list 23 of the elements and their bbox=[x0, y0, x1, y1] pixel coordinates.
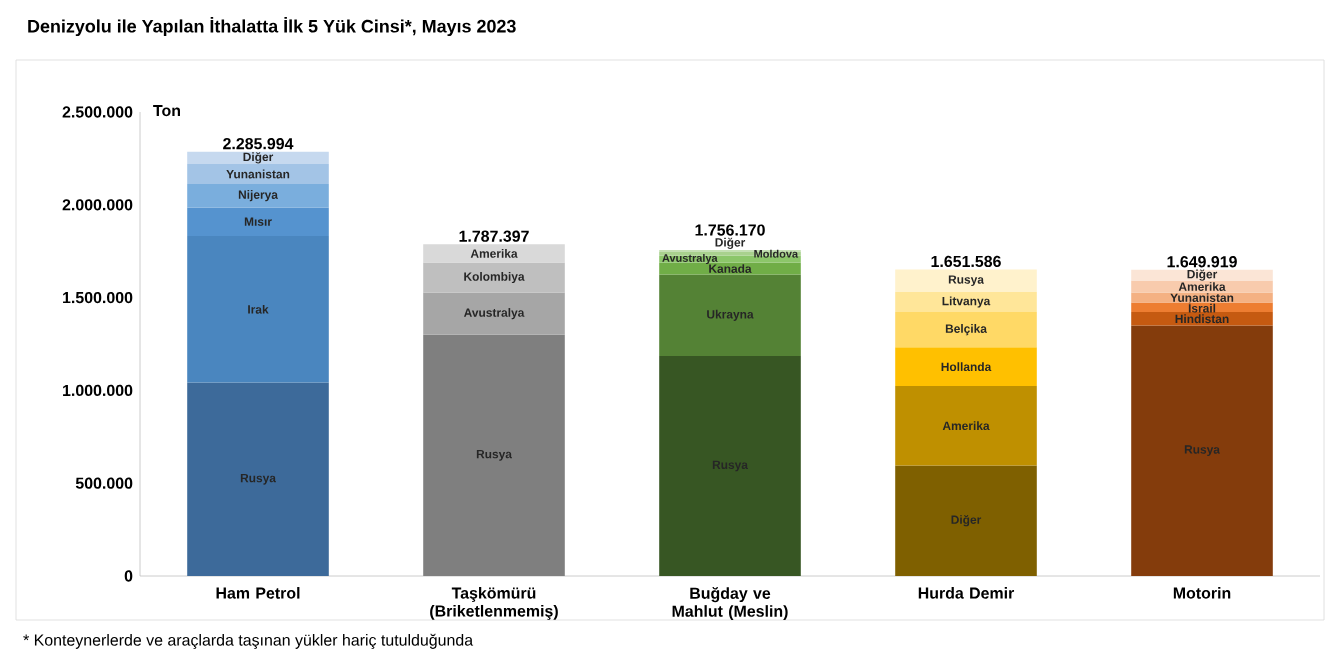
bar bbox=[423, 262, 565, 293]
bar bbox=[423, 244, 565, 263]
bar bbox=[187, 235, 329, 383]
bar bbox=[895, 347, 1037, 386]
bar bbox=[187, 163, 329, 185]
bar bbox=[1131, 280, 1273, 293]
bar bbox=[895, 269, 1037, 293]
bar bbox=[423, 292, 565, 335]
bar bbox=[187, 207, 329, 236]
bar bbox=[1131, 325, 1273, 576]
bar bbox=[187, 184, 329, 208]
bar bbox=[895, 312, 1037, 348]
bar bbox=[895, 385, 1037, 466]
bar bbox=[423, 334, 565, 576]
bar bbox=[187, 382, 329, 576]
bar bbox=[895, 292, 1037, 313]
bar bbox=[187, 151, 329, 164]
chart-title: Denizyolu ile Yapılan İthalatta İlk 5 Yük Cinsi*, Mayıs 2023 bbox=[28, 17, 516, 37]
bar bbox=[659, 274, 801, 357]
bar bbox=[1131, 269, 1273, 281]
bar bbox=[895, 465, 1037, 576]
bar bbox=[659, 356, 801, 576]
bar bbox=[659, 262, 801, 275]
